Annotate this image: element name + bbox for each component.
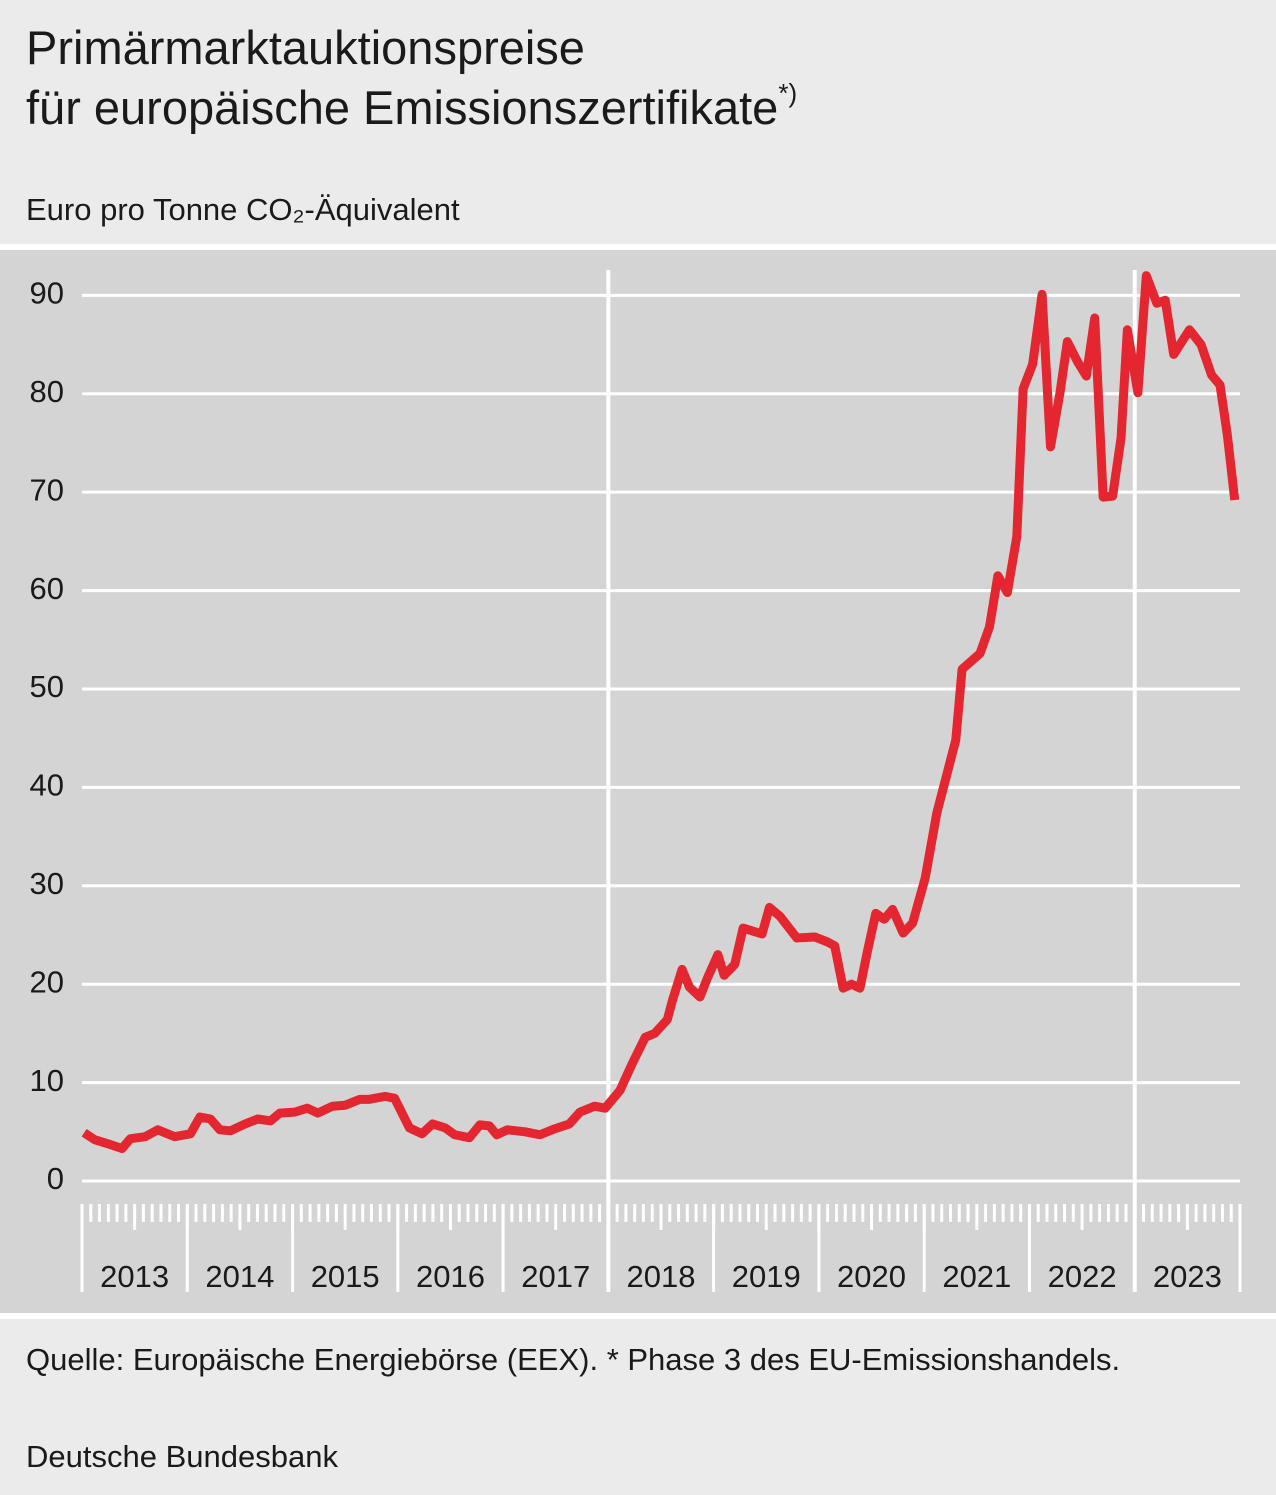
y-tick-label: 20 <box>30 964 64 999</box>
title-line: für europäische Emissionszertifikate*) <box>26 78 797 138</box>
separator <box>0 1313 1276 1319</box>
y-tick-label: 80 <box>30 374 64 409</box>
x-tick-label: 2019 <box>732 1259 801 1294</box>
publisher: Deutsche Bundesbank <box>26 1439 338 1474</box>
x-tick-label: 2014 <box>205 1259 274 1294</box>
y-tick-label: 0 <box>47 1161 64 1196</box>
y-tick-label: 30 <box>30 866 64 901</box>
x-tick-label: 2020 <box>837 1259 906 1294</box>
x-tick-label: 2016 <box>416 1259 485 1294</box>
source: Quelle: Europäische Energiebörse (EEX). … <box>26 1342 1121 1377</box>
y-tick-label: 10 <box>30 1063 64 1098</box>
data-line <box>81 271 1240 1154</box>
x-tick-label: 2013 <box>100 1259 169 1294</box>
y-tick-label: 50 <box>30 669 64 704</box>
title-line: Primärmarktauktionspreise <box>26 21 585 74</box>
title-text: für europäische Emissionszertifikate <box>26 81 779 134</box>
separator <box>0 244 1276 250</box>
chart: 0 10 20 30 40 50 60 70 80 90 2013 2014 2015 2016 2017 2… <box>0 244 1276 1319</box>
plot-panel <box>0 250 1276 1313</box>
x-tick-label: 2022 <box>1048 1259 1117 1294</box>
y-tick-label: 40 <box>30 768 64 803</box>
title-note: *) <box>778 78 798 108</box>
chart-title: Primärmarktauktionspreise für europäisch… <box>26 18 797 138</box>
x-tick-label: 2018 <box>627 1259 696 1294</box>
y-tick-label: 70 <box>30 472 64 507</box>
y-tick-label: 90 <box>30 276 64 311</box>
x-tick-label: 2015 <box>311 1259 380 1294</box>
x-tick-label: 2023 <box>1153 1259 1222 1294</box>
y-tick-label: 60 <box>30 571 64 606</box>
x-tick-label: 2021 <box>942 1259 1011 1294</box>
x-tick-label: 2017 <box>521 1259 590 1294</box>
subtitle: Euro pro Tonne CO₂-Äquivalent <box>26 192 460 227</box>
